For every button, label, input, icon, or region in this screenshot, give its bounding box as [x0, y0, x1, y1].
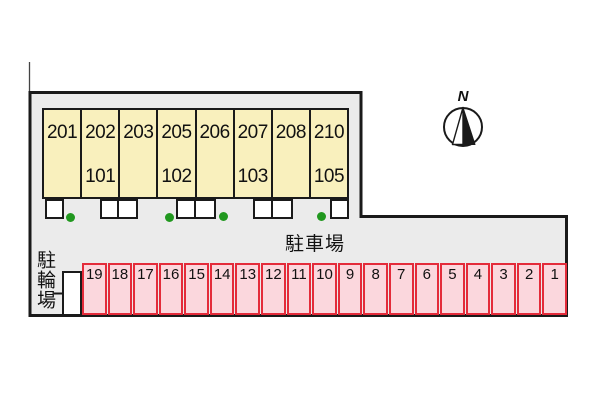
entrance-porch — [117, 199, 138, 219]
unit-number: 210 — [313, 122, 345, 143]
unit-number: 208 — [275, 122, 307, 143]
bicycle-parking-box — [62, 271, 82, 316]
parking-lot-label: 駐車場 — [285, 234, 346, 255]
parking-space: 5 — [440, 263, 465, 315]
unit-number-lower: 102 — [161, 166, 192, 187]
parking-space: 15 — [184, 263, 209, 315]
parking-row: 19 18 17 16 15 14 13 12 11 10 9 8 7 6 5 … — [82, 263, 567, 315]
parking-space: 17 — [133, 263, 158, 315]
unit-number: 207 — [237, 122, 269, 143]
entrance-porch — [330, 199, 349, 219]
entrance-porch — [176, 199, 196, 219]
parking-space: 8 — [363, 263, 388, 315]
building-unit-203: 203 — [120, 110, 159, 197]
building-unit-202: 202 101 — [82, 110, 121, 197]
bicycle-parking-label: 駐輪場 — [34, 250, 55, 310]
parking-space: 7 — [388, 263, 414, 315]
unit-number: 206 — [199, 122, 230, 143]
building-unit-206: 206 — [196, 110, 235, 197]
unit-number-lower: 103 — [237, 166, 269, 187]
north-label: N — [457, 88, 469, 105]
parking-space: 14 — [209, 263, 235, 315]
shrub-dot-icon — [317, 212, 326, 221]
unit-number: 202 — [85, 122, 116, 143]
building-block: 201 202 101 203 205 102 206 207 103 208 … — [42, 108, 349, 199]
unit-number-lower: 105 — [313, 166, 345, 187]
parking-space: 19 — [82, 263, 107, 315]
entrance-porch — [271, 199, 293, 219]
building-unit-207: 207 103 — [234, 110, 273, 197]
unit-number: 203 — [123, 122, 154, 143]
parking-space: 9 — [337, 263, 363, 315]
unit-number: 205 — [161, 122, 192, 143]
building-unit-205: 205 102 — [158, 110, 197, 197]
parking-space: 1 — [542, 263, 567, 315]
parking-space: 6 — [414, 263, 440, 315]
parking-space: 13 — [235, 263, 261, 315]
parking-space: 11 — [286, 263, 312, 315]
parking-space: 16 — [158, 263, 184, 315]
shrub-dot-icon — [219, 212, 228, 221]
building-unit-208: 208 — [272, 110, 311, 197]
parking-space: 18 — [107, 263, 133, 315]
entrance-porch — [253, 199, 273, 219]
parking-space: 2 — [516, 263, 542, 315]
parking-space: 10 — [312, 263, 337, 315]
unit-number: 201 — [46, 122, 78, 143]
building-unit-210: 210 105 — [310, 110, 347, 197]
north-compass-icon — [443, 106, 483, 147]
building-unit-201: 201 — [44, 110, 83, 197]
parking-space: 3 — [491, 263, 516, 315]
parking-space: 4 — [465, 263, 491, 315]
parking-space: 12 — [261, 263, 286, 315]
entrance-porch — [45, 199, 64, 219]
entrance-porch — [194, 199, 216, 219]
shrub-dot-icon — [66, 213, 75, 222]
unit-number-lower: 101 — [85, 166, 116, 187]
shrub-dot-icon — [165, 213, 174, 222]
compass-needle-black — [462, 107, 476, 145]
